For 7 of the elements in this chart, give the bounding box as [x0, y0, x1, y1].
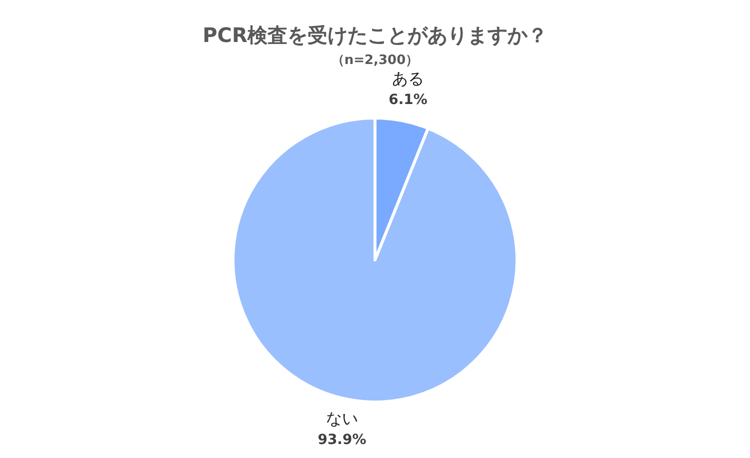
- slice-label: ない: [326, 409, 358, 428]
- chart-subtitle: （n=2,300）: [331, 53, 419, 68]
- pie-slice: [232, 116, 518, 404]
- chart-title: PCR検査を受けたことがありますか？: [202, 23, 548, 47]
- data-label: 93.9%: [318, 432, 366, 448]
- slice-label: ある: [392, 68, 424, 88]
- data-label: 6.1%: [388, 92, 428, 108]
